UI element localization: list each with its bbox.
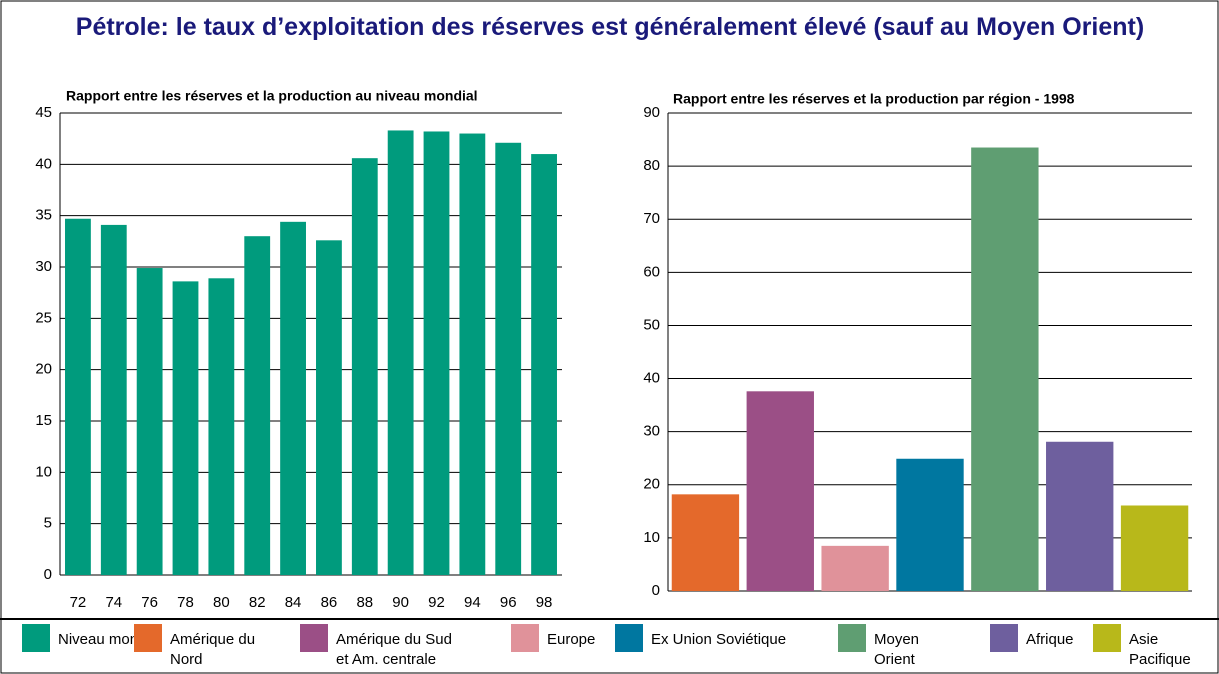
y-tick-label: 25 — [35, 309, 52, 326]
y-tick-label: 50 — [643, 316, 660, 333]
x-tick-label: 92 — [428, 594, 445, 611]
chart-subtitle: Rapport entre les réserves et la product… — [673, 91, 1075, 107]
legend-swatch — [990, 624, 1018, 652]
bar — [531, 154, 557, 576]
x-tick-label: 72 — [70, 594, 87, 611]
y-tick-label: 80 — [643, 157, 660, 174]
y-tick-label: 30 — [35, 258, 52, 275]
x-tick-label: 80 — [213, 594, 230, 611]
page-title: Pétrole: le taux d’exploitation des rése… — [75, 13, 1145, 41]
y-tick-label: 40 — [35, 155, 52, 172]
bar — [316, 240, 342, 575]
bar — [1120, 505, 1189, 591]
y-tick-label: 0 — [652, 582, 660, 599]
legend-swatch — [134, 624, 162, 652]
x-tick-label: 74 — [105, 594, 122, 611]
y-tick-label: 20 — [643, 476, 660, 493]
y-tick-label: 0 — [44, 566, 52, 583]
x-tick-label: 88 — [356, 594, 373, 611]
bar — [821, 545, 889, 591]
y-tick-label: 45 — [35, 104, 52, 121]
y-tick-label: 15 — [35, 412, 52, 429]
bar — [351, 158, 378, 575]
bar — [65, 218, 91, 575]
y-tick-label: 30 — [643, 423, 660, 440]
legend-swatch — [1093, 624, 1121, 652]
y-tick-label: 90 — [643, 104, 660, 121]
bar — [387, 130, 414, 575]
legend-label: Moyen Orient — [874, 631, 920, 668]
legend-label: Asie Pacifique — [1129, 631, 1191, 668]
y-tick-label: 5 — [44, 515, 52, 532]
bar — [746, 391, 814, 591]
legend-label: Afrique — [1026, 631, 1074, 648]
bar — [172, 281, 199, 575]
bar — [136, 268, 163, 575]
chart-subtitle: Rapport entre les réserves et la product… — [66, 88, 478, 104]
bar — [208, 278, 235, 575]
x-tick-label: 84 — [285, 594, 302, 611]
bar — [280, 221, 306, 575]
y-tick-label: 60 — [643, 263, 660, 280]
x-tick-label: 94 — [464, 594, 481, 611]
x-tick-label: 96 — [500, 594, 517, 611]
x-tick-label: 90 — [392, 594, 409, 611]
bar — [971, 147, 1039, 591]
legend-label: Europe — [547, 631, 596, 648]
legend-label: Amérique du Nord — [170, 631, 256, 668]
x-tick-label: 98 — [536, 594, 553, 611]
bar — [1046, 441, 1114, 591]
legend-swatch — [300, 624, 328, 652]
y-tick-label: 10 — [35, 463, 52, 480]
bar — [459, 133, 486, 576]
bar — [671, 494, 740, 591]
x-tick-label: 76 — [141, 594, 158, 611]
x-tick-label: 82 — [249, 594, 266, 611]
y-tick-label: 20 — [35, 361, 52, 378]
legend-swatch — [22, 624, 50, 652]
legend-label: Amérique du Sud et Am. centrale — [336, 631, 452, 668]
legend-label: Ex Union Soviétique — [651, 631, 787, 648]
legend-swatch — [511, 624, 539, 652]
bar — [100, 224, 127, 575]
y-tick-label: 35 — [35, 207, 52, 224]
y-tick-label: 40 — [643, 370, 660, 387]
bar — [495, 142, 522, 576]
x-tick-label: 86 — [321, 594, 338, 611]
y-tick-label: 10 — [643, 529, 660, 546]
legend-swatch — [615, 624, 643, 652]
bar — [896, 458, 964, 591]
legend-swatch — [838, 624, 866, 652]
bar — [423, 131, 450, 576]
x-tick-label: 78 — [177, 594, 194, 611]
bar — [244, 236, 271, 575]
y-tick-label: 70 — [643, 210, 660, 227]
